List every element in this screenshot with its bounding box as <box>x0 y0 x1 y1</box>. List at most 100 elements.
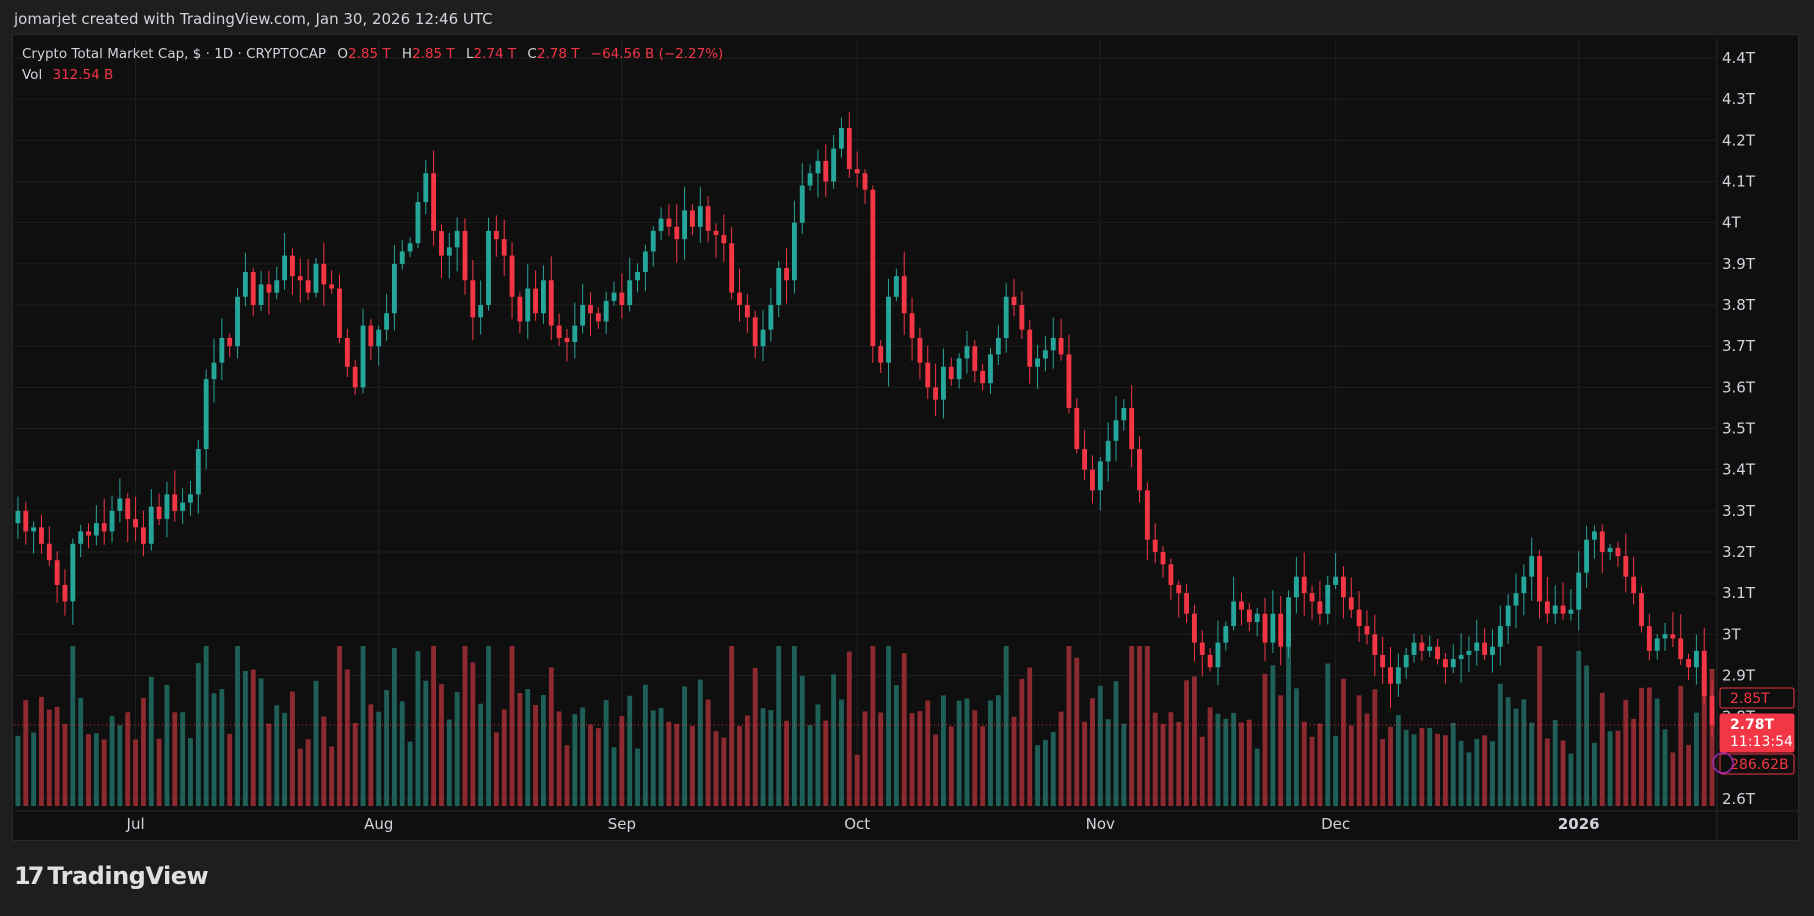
candle-down[interactable] <box>925 362 931 388</box>
candle-up[interactable] <box>988 354 993 384</box>
candle-up[interactable] <box>627 280 633 305</box>
candle-up[interactable] <box>109 510 115 532</box>
candle-down[interactable] <box>784 267 789 281</box>
candle-up[interactable] <box>540 280 546 314</box>
candle-up[interactable] <box>815 160 821 174</box>
candle-down[interactable] <box>854 169 860 174</box>
candle-up[interactable] <box>1325 584 1331 614</box>
candle-down[interactable] <box>125 498 131 520</box>
candle-down[interactable] <box>1372 634 1378 655</box>
candle-down[interactable] <box>980 370 986 384</box>
candle-up[interactable] <box>407 243 413 252</box>
candle-up[interactable] <box>964 346 970 359</box>
candle-up[interactable] <box>1568 609 1574 614</box>
candle-down[interactable] <box>337 288 342 338</box>
candle-up[interactable] <box>831 148 837 182</box>
candle-up[interactable] <box>478 305 484 318</box>
candle-down[interactable] <box>1631 576 1637 594</box>
candle-down[interactable] <box>862 173 868 190</box>
candle-up[interactable] <box>1050 337 1056 351</box>
candle-down[interactable] <box>1090 469 1095 491</box>
candle-up[interactable] <box>682 210 688 240</box>
candle-up[interactable] <box>658 218 664 231</box>
candle-down[interactable] <box>1348 597 1354 610</box>
candle-down[interactable] <box>227 337 233 347</box>
candle-down[interactable] <box>62 584 68 602</box>
candle-up[interactable] <box>1450 659 1456 668</box>
candle-down[interactable] <box>1011 296 1017 305</box>
candle-down[interactable] <box>1262 613 1268 643</box>
candle-down[interactable] <box>439 230 444 256</box>
candle-down[interactable] <box>705 206 711 231</box>
candle-down[interactable] <box>1027 329 1033 367</box>
candle-down[interactable] <box>86 531 91 536</box>
candle-up[interactable] <box>1521 576 1527 594</box>
candle-up[interactable] <box>941 366 946 400</box>
candle-up[interactable] <box>1505 605 1511 627</box>
candle-up[interactable] <box>1121 407 1127 421</box>
candle-up[interactable] <box>603 300 609 322</box>
candle-up[interactable] <box>258 284 264 305</box>
candle-down[interactable] <box>878 346 884 363</box>
candle-down[interactable] <box>666 218 672 227</box>
candle-down[interactable] <box>933 387 939 400</box>
candle-down[interactable] <box>1019 305 1025 330</box>
candle-up[interactable] <box>1105 440 1111 462</box>
candle-up[interactable] <box>635 272 640 281</box>
candle-down[interactable] <box>1623 556 1629 577</box>
candle-down[interactable] <box>493 230 499 240</box>
candle-down[interactable] <box>1639 593 1644 627</box>
candle-up[interactable] <box>1458 654 1464 660</box>
candle-up[interactable] <box>1584 539 1590 573</box>
candle-up[interactable] <box>93 523 99 536</box>
candle-up[interactable] <box>1113 420 1119 441</box>
candle-down[interactable] <box>870 189 876 347</box>
candle-down[interactable] <box>368 325 374 347</box>
candle-down[interactable] <box>564 337 570 343</box>
candle-up[interactable] <box>1513 593 1519 606</box>
candle-up[interactable] <box>384 313 389 330</box>
candle-up[interactable] <box>1529 556 1535 577</box>
candle-up[interactable] <box>423 173 429 203</box>
candle-up[interactable] <box>242 272 248 297</box>
candle-up[interactable] <box>1576 572 1582 610</box>
candle-up[interactable] <box>446 247 452 256</box>
candle-up[interactable] <box>164 494 170 520</box>
candle-up[interactable] <box>391 263 397 314</box>
candle-down[interactable] <box>1678 638 1684 660</box>
candle-up[interactable] <box>1215 642 1221 668</box>
candle-down[interactable] <box>1137 449 1142 491</box>
candle-down[interactable] <box>297 276 303 281</box>
candle-down[interactable] <box>1176 584 1182 594</box>
candle-down[interactable] <box>431 173 437 231</box>
candle-down[interactable] <box>1317 601 1323 614</box>
candle-down[interactable] <box>1246 609 1252 622</box>
candle-up[interactable] <box>1293 576 1299 598</box>
candle-down[interactable] <box>1301 576 1307 594</box>
candle-down[interactable] <box>1599 531 1605 552</box>
candle-up[interactable] <box>1254 613 1260 622</box>
candle-down[interactable] <box>321 263 327 285</box>
candle-down[interactable] <box>1152 539 1158 552</box>
candle-up[interactable] <box>956 358 962 380</box>
candle-down[interactable] <box>1701 650 1707 697</box>
candle-up[interactable] <box>1097 461 1103 491</box>
candle-down[interactable] <box>690 210 695 227</box>
candle-up[interactable] <box>1395 667 1401 684</box>
candle-up[interactable] <box>611 292 617 301</box>
candle-up[interactable] <box>235 296 240 347</box>
candle-up[interactable] <box>1552 605 1558 614</box>
candle-up[interactable] <box>791 222 797 281</box>
candle-up[interactable] <box>1333 576 1339 585</box>
candle-down[interactable] <box>619 292 625 305</box>
candle-down[interactable] <box>1082 449 1088 470</box>
candle-down[interactable] <box>1435 646 1440 660</box>
candle-up[interactable] <box>180 502 186 511</box>
candle-down[interactable] <box>501 239 507 256</box>
candle-up[interactable] <box>839 127 844 149</box>
candle-down[interactable] <box>721 235 727 244</box>
candle-down[interactable] <box>1341 576 1346 598</box>
candle-down[interactable] <box>509 255 515 297</box>
candle-down[interactable] <box>901 276 907 314</box>
candle-up[interactable] <box>886 296 891 363</box>
